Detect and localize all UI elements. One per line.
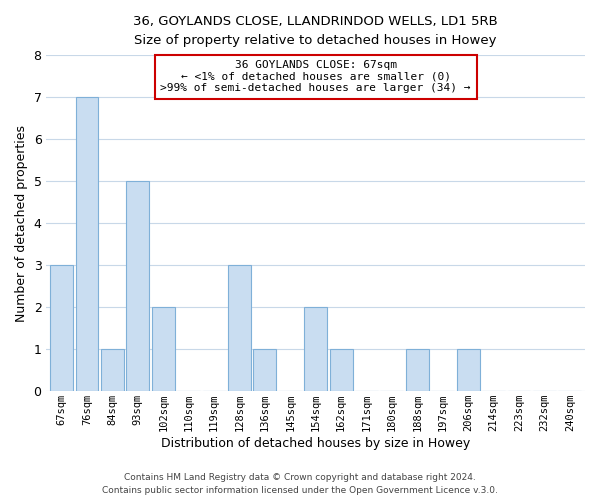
Text: 36 GOYLANDS CLOSE: 67sqm
← <1% of detached houses are smaller (0)
>99% of semi-d: 36 GOYLANDS CLOSE: 67sqm ← <1% of detach…	[160, 60, 471, 94]
Bar	[329, 349, 353, 391]
Title: 36, GOYLANDS CLOSE, LLANDRINDOD WELLS, LD1 5RB
Size of property relative to deta: 36, GOYLANDS CLOSE, LLANDRINDOD WELLS, L…	[133, 15, 498, 47]
Text: Contains HM Land Registry data © Crown copyright and database right 2024.
Contai: Contains HM Land Registry data © Crown c…	[102, 474, 498, 495]
Bar	[76, 97, 98, 391]
Bar	[152, 307, 175, 391]
Y-axis label: Number of detached properties: Number of detached properties	[15, 124, 28, 322]
Bar	[228, 265, 251, 391]
X-axis label: Distribution of detached houses by size in Howey: Distribution of detached houses by size …	[161, 437, 470, 450]
Bar	[406, 349, 429, 391]
Bar	[253, 349, 277, 391]
Bar	[457, 349, 479, 391]
Bar	[304, 307, 327, 391]
Bar	[50, 265, 73, 391]
Bar	[127, 181, 149, 391]
Bar	[101, 349, 124, 391]
